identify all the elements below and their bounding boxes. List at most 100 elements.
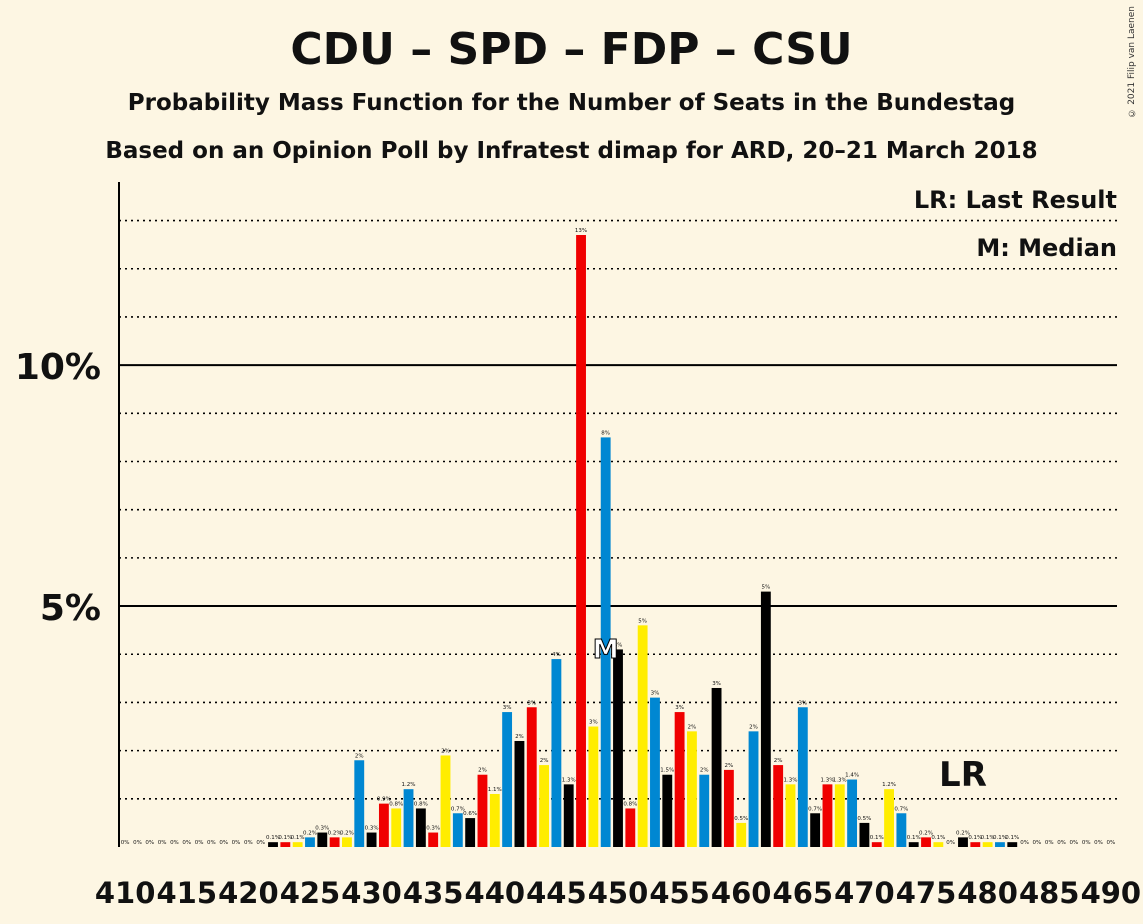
bar [847, 779, 858, 847]
bar [908, 842, 919, 847]
x-tick-label: 465 [773, 876, 834, 910]
x-tick-label: 485 [1019, 876, 1080, 910]
bar [551, 659, 562, 847]
bar [933, 842, 944, 847]
bar-value-label: 4% [614, 642, 623, 648]
bar-value-label: 0.3% [426, 826, 440, 832]
bar-value-label: 0% [256, 840, 265, 846]
bar [896, 813, 907, 847]
bar-value-label: 8% [601, 430, 610, 436]
bar-value-label: 0.9% [377, 797, 391, 803]
bar-value-label: 0% [1082, 840, 1091, 846]
bar-value-label: 0.3% [315, 826, 329, 832]
y-tick-label: 5% [40, 588, 101, 629]
chart-subtitle: Probability Mass Function for the Number… [127, 90, 1016, 116]
bar-value-label: 0.1% [907, 835, 921, 841]
x-tick-label: 480 [957, 876, 1018, 910]
bar [465, 818, 476, 847]
bar-value-label: 0.1% [278, 835, 292, 841]
bar-value-label: 0% [1020, 840, 1029, 846]
bar [760, 591, 771, 847]
bar-value-label: 0.8% [414, 801, 428, 807]
bar-value-label: 0.8% [389, 801, 403, 807]
chart-title: CDU – SPD – FDP – CSU [290, 24, 853, 75]
bar [884, 789, 894, 847]
bar [440, 755, 451, 847]
bar-value-label: 1.3% [820, 777, 834, 783]
bar-value-label: 2% [700, 768, 709, 774]
legend-last-result: LR: Last Result [913, 186, 1117, 214]
bar [415, 808, 426, 847]
bar-value-label: 2% [478, 768, 487, 774]
bar [366, 832, 377, 847]
bar-value-label: 1.3% [562, 777, 576, 783]
bar-value-label: 0% [244, 840, 253, 846]
bar-value-label: 0% [182, 840, 191, 846]
bar [354, 760, 365, 847]
x-tick-label: 435 [403, 876, 464, 910]
bar [970, 842, 981, 847]
x-tick-label: 410 [95, 876, 156, 910]
bar-value-label: 1.1% [488, 787, 502, 793]
bar-value-label: 0% [232, 840, 241, 846]
bar [748, 731, 759, 847]
bar-value-label: 0.2% [303, 830, 317, 836]
bar-value-label: 1.2% [882, 782, 896, 788]
bar [563, 784, 574, 847]
bar-value-label: 2% [355, 753, 364, 759]
bar [477, 774, 488, 847]
bar [600, 437, 611, 847]
x-tick-label: 460 [711, 876, 772, 910]
x-tick-label: 475 [896, 876, 957, 910]
bar-value-label: 5% [761, 585, 770, 591]
bar-value-label: 3% [527, 700, 536, 706]
legend-median: M: Median [976, 234, 1117, 262]
bar-value-label: 0.1% [931, 835, 945, 841]
chart-axes: 5% 10% 410 415 420 425 430 435 440 445 450 455 460 46… [15, 182, 1141, 910]
bar-value-label: 0.2% [340, 830, 354, 836]
bar-value-label: 2% [774, 758, 783, 764]
bar-value-label: 0% [1045, 840, 1054, 846]
bar [378, 803, 389, 847]
bar [625, 808, 636, 847]
bar [588, 726, 599, 847]
bar [637, 625, 648, 847]
bar [810, 813, 821, 847]
last-result-marker: LR [939, 755, 987, 795]
chart-source-note: Based on an Opinion Poll by Infratest di… [105, 138, 1038, 164]
x-tick-label: 455 [649, 876, 710, 910]
bar-value-label: 0% [145, 840, 154, 846]
bar [871, 842, 882, 847]
bar [686, 731, 697, 847]
bar-value-label: 3% [675, 705, 684, 711]
bar-value-label: 0% [195, 840, 204, 846]
bar-value-label: 0% [121, 840, 130, 846]
bar-value-label: 0.2% [919, 830, 933, 836]
bar [1007, 842, 1018, 847]
x-tick-label: 490 [1081, 876, 1142, 910]
bar-value-label: 0% [946, 840, 955, 846]
x-tick-label: 450 [588, 876, 649, 910]
bar-value-label: 0.6% [463, 811, 477, 817]
bar [773, 765, 784, 847]
bar [650, 697, 660, 847]
bar [428, 832, 439, 847]
chart-bars [268, 235, 1018, 847]
bar-value-label: 4% [552, 652, 561, 658]
bar-value-label: 3% [712, 681, 721, 687]
bar [859, 822, 870, 847]
bar-value-label: 0.2% [328, 830, 342, 836]
bar-value-label: 0.3% [365, 826, 379, 832]
bar [982, 842, 993, 847]
bar [268, 842, 278, 847]
x-tick-label: 445 [526, 876, 587, 910]
x-tick-label: 420 [218, 876, 279, 910]
bar-value-label: 0% [133, 840, 142, 846]
x-tick-label: 440 [465, 876, 526, 910]
bar-value-label: 0.1% [870, 835, 884, 841]
bar [342, 837, 352, 847]
bar-value-label: 0% [1070, 840, 1079, 846]
bar [995, 842, 1005, 847]
bar-value-label: 0% [158, 840, 167, 846]
